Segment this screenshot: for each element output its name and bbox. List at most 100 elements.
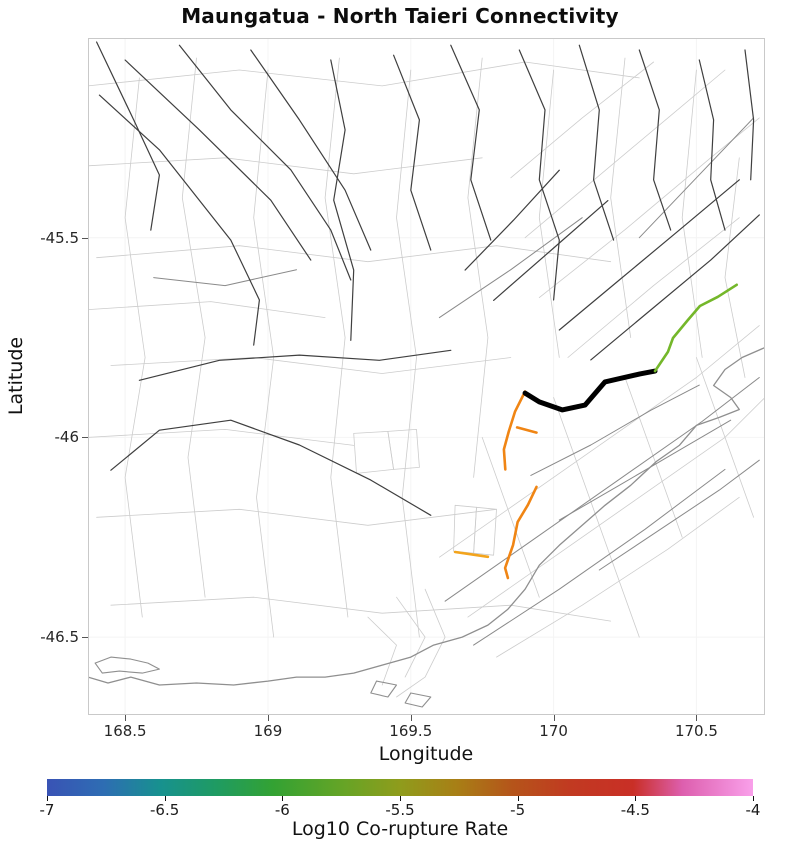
fault-trace-dark (450, 44, 492, 241)
fault-trace-light (696, 357, 754, 518)
y-axis-label: Latitude (5, 336, 27, 416)
colorbar-gradient (47, 779, 753, 796)
co-rupture-segment-orange-2 (515, 426, 538, 434)
coastline (88, 346, 765, 686)
y-tick-label: -46 (54, 428, 80, 447)
fault-trace-light (438, 325, 760, 558)
map-plot (88, 38, 765, 715)
fault-trace-medium (638, 117, 755, 239)
fault-trace-medium (473, 468, 726, 646)
fault-trace-dark (110, 419, 432, 516)
colorbar-tick-label: -4.5 (620, 801, 650, 819)
fault-trace-light (387, 428, 420, 470)
fault-trace-light (473, 506, 497, 556)
fault-trace-dark (138, 349, 452, 381)
x-tick-mark (553, 715, 555, 721)
colorbar-tick-mark (517, 796, 519, 801)
colorbar-tick-mark (282, 796, 284, 801)
fault-trace-light (567, 217, 740, 358)
fault-trace-light (88, 61, 640, 87)
x-axis-label: Longitude (378, 743, 474, 765)
fault-trace-dark (124, 59, 312, 261)
y-tick-label: -45.5 (40, 228, 79, 247)
fault-trace-light (524, 69, 726, 239)
fault-trace-light (324, 57, 349, 618)
fault-trace-dark (698, 59, 726, 231)
fault-trace-light (510, 61, 654, 179)
colorbar-tick-label: -6.5 (150, 801, 180, 819)
fault-trace-dark (590, 214, 760, 361)
fault-trace-dark (744, 49, 755, 181)
x-tick-label: 170.5 (674, 722, 718, 740)
fault-trace-light (610, 57, 632, 339)
x-tick-mark (696, 715, 698, 721)
co-rupture-segment-orange-3 (503, 485, 538, 580)
fault-trace-medium (444, 377, 760, 602)
colorbar-label: Log10 Co-rupture Rate (291, 818, 509, 840)
fault-trace-dark (393, 54, 432, 251)
x-tick-mark (125, 715, 127, 721)
fault-trace-medium (598, 459, 760, 571)
colorbar-tick-mark (47, 796, 48, 801)
co-rupture-segment-orange-1 (502, 390, 527, 471)
fault-trace-light (88, 157, 483, 175)
fault-trace-light (553, 397, 640, 638)
co-rupture-segment-green (653, 283, 739, 373)
x-tick-label: 169 (253, 722, 283, 740)
colorbar-tick-label: -4 (745, 801, 761, 819)
water-body-outline (94, 656, 160, 674)
fault-trace-light (124, 77, 146, 618)
fault-trace-dark (96, 41, 161, 231)
colorbar-tick-label: -5 (510, 801, 526, 819)
fault-trace-light (88, 301, 326, 319)
colorbar (47, 779, 753, 796)
fault-trace-medium (438, 217, 583, 319)
x-tick-label: 168.5 (103, 722, 147, 740)
fault-trace-medium (530, 384, 700, 476)
fault-trace-dark (250, 49, 372, 251)
fault-trace-light (724, 157, 746, 378)
co-rupture-segment-orange-4 (453, 550, 490, 559)
y-tick-mark (82, 237, 88, 239)
fault-trace-dark (464, 169, 560, 271)
fault-trace-medium (558, 419, 732, 521)
fault-trace-light (496, 496, 740, 658)
fault-trace-dark (578, 44, 615, 241)
fault-trace-dark (178, 44, 352, 281)
water-body-outline (404, 692, 432, 708)
fault-trace-light (538, 69, 560, 358)
colorbar-tick-mark (635, 796, 637, 801)
x-tick-mark (410, 715, 412, 721)
y-tick-mark (82, 637, 88, 639)
fault-trace-dark (493, 200, 609, 301)
fault-trace-light (467, 397, 765, 618)
fault-trace-dark (330, 59, 355, 341)
fault-trace-light (96, 508, 497, 526)
plot-border (88, 38, 765, 715)
fault-trace-dark (638, 49, 672, 231)
fault-trace-dark (98, 94, 260, 346)
x-tick-label: 170 (539, 722, 568, 740)
x-tick-label: 169.5 (389, 722, 433, 740)
fault-trace-light (624, 377, 683, 538)
fault-trace-dark (518, 49, 560, 301)
fault-trace-light (396, 596, 426, 678)
fault-trace-light (110, 357, 512, 374)
fault-trace-medium (153, 269, 297, 287)
colorbar-tick-label: -6 (274, 801, 290, 819)
fault-trace-light (396, 69, 420, 638)
chart-title: Maungatua - North Taieri Connectivity (181, 4, 619, 28)
fault-trace-light (396, 588, 446, 698)
fault-trace-light (181, 57, 206, 598)
fault-trace-light (367, 616, 397, 686)
fault-trace-light (253, 69, 275, 638)
fault-trace-light (88, 428, 355, 446)
colorbar-tick-mark (164, 796, 166, 801)
y-tick-mark (82, 437, 88, 439)
fault-trace-light (96, 245, 612, 263)
y-tick-label: -46.5 (40, 628, 79, 647)
colorbar-tick-mark (753, 796, 754, 801)
x-tick-mark (267, 715, 269, 721)
fault-trace-light (538, 117, 760, 299)
fault-trace-light (110, 596, 612, 622)
